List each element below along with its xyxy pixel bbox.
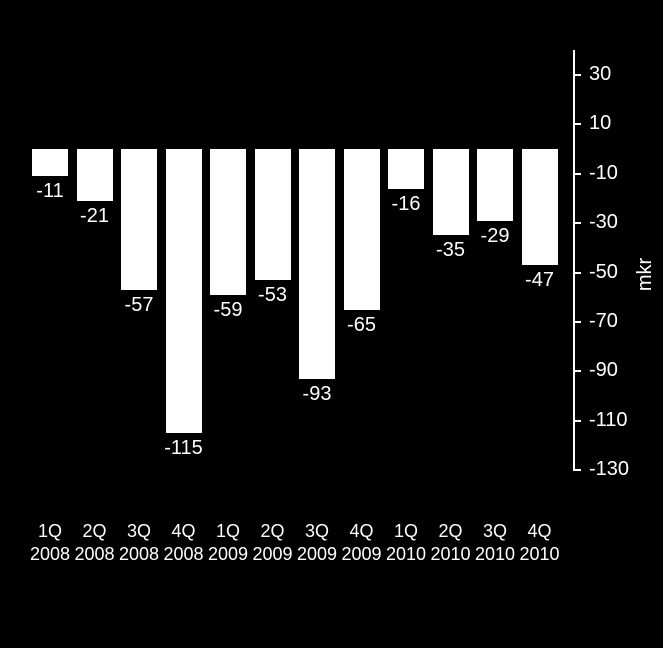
bar [121,149,157,290]
y-tick-label: -10 [589,162,618,185]
x-axis-label: 4Q2010 [510,520,570,567]
bar [32,149,68,176]
y-tick-label: 30 [589,63,611,86]
y-tick-mark [573,272,581,274]
y-tick-mark [573,173,581,175]
x-label-line1: 4Q [510,520,570,543]
x-label-line2: 2010 [510,543,570,566]
y-tick-mark [573,370,581,372]
y-tick-mark [573,222,581,224]
bar-value-label: -65 [332,314,392,337]
bar [77,149,113,201]
bar-value-label: -93 [287,383,347,406]
bar-value-label: -115 [154,437,214,460]
bar [166,149,202,433]
bar [388,149,424,189]
bar [477,149,513,221]
y-tick-label: -130 [589,458,629,481]
y-axis-line [573,50,575,470]
y-axis-title: mkr [634,257,657,290]
bar [522,149,558,265]
y-tick-label: -70 [589,310,618,333]
bar [299,149,335,379]
y-tick-label: -50 [589,261,618,284]
y-tick-mark [573,321,581,323]
y-tick-label: 10 [589,112,611,135]
bar-value-label: -57 [109,294,169,317]
y-tick-mark [573,74,581,76]
bar-value-label: -16 [376,193,436,216]
y-tick-mark [573,420,581,422]
bar-value-label: -11 [20,180,80,203]
y-tick-mark [573,123,581,125]
bar-value-label: -29 [465,225,525,248]
bar-value-label: -53 [243,284,303,307]
y-tick-mark [573,469,581,471]
bar [255,149,291,280]
y-tick-label: -90 [589,359,618,382]
bar [210,149,246,295]
bar [433,149,469,235]
bar-chart: 30 10 -10 -30 -50 -70 -90 -110 -130 mkr -11-21 -57 -… [0,0,663,648]
y-tick-label: -110 [589,409,628,432]
bar [344,149,380,310]
bar-value-label: -47 [510,269,570,292]
y-tick-label: -30 [589,211,618,234]
bar-value-label: -21 [65,205,125,228]
